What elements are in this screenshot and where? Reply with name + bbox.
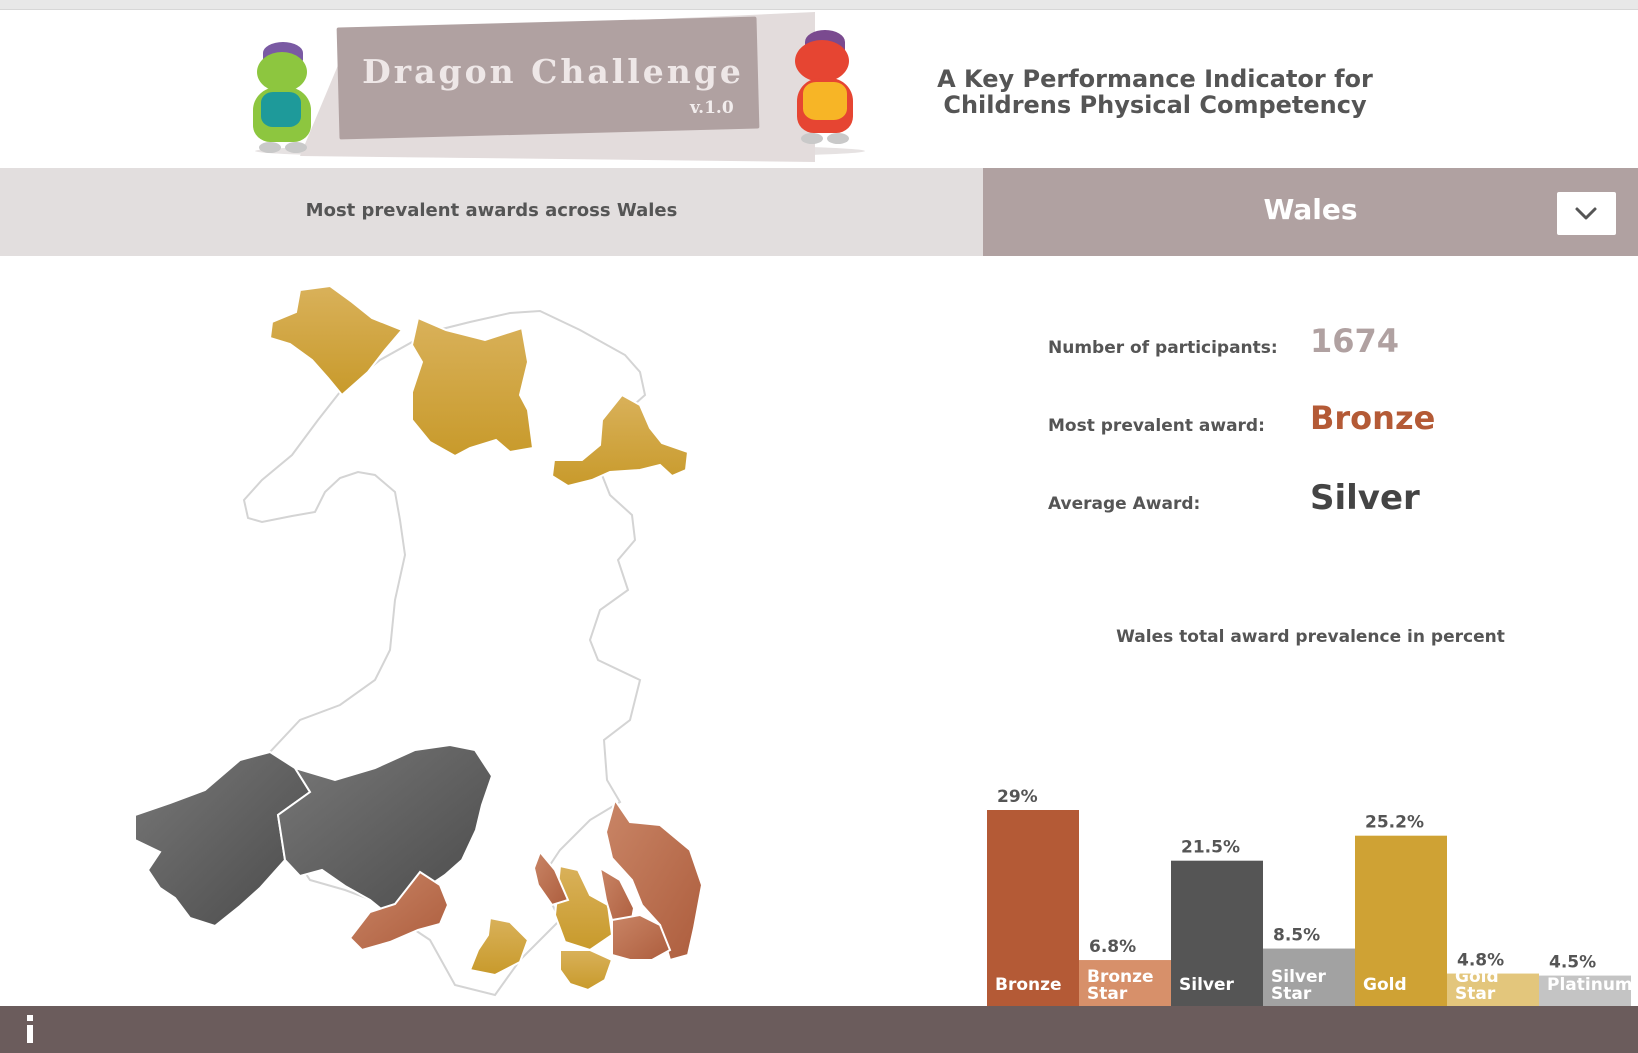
region-dropdown-button[interactable]	[1557, 192, 1616, 235]
bar-gold-star	[1447, 973, 1539, 1006]
bar-platinum	[1539, 975, 1631, 1006]
bar-category-label: Silver	[1179, 975, 1235, 995]
bar-value-label: 25.2%	[1365, 813, 1424, 833]
region-anglesey	[268, 284, 404, 397]
region-swansea	[348, 870, 450, 952]
average-award-label: Average Award:	[1048, 494, 1201, 514]
region-bridgend	[468, 916, 530, 977]
bar-silver-star	[1263, 948, 1355, 1006]
footer-bar	[0, 1006, 1638, 1053]
region-ceredigion-carmarthenshire	[276, 743, 494, 919]
region-newport-cardiff	[611, 913, 672, 961]
logo-title: Dragon Challenge	[362, 52, 744, 91]
selected-region-title[interactable]: Wales	[1263, 193, 1358, 226]
region-vale-of-glamorgan	[559, 949, 614, 992]
bar-value-label: 6.8%	[1089, 937, 1136, 957]
bar-value-label: 4.8%	[1457, 951, 1504, 971]
participants-value: 1674	[1310, 322, 1400, 360]
bar-category-label: Bronze Star	[1087, 967, 1154, 1004]
tagline: A Key Performance Indicator for Children…	[930, 66, 1380, 118]
region-pembrokeshire	[134, 750, 312, 928]
wales-map	[134, 284, 704, 997]
region-merthyr	[532, 850, 570, 907]
chart-title: Wales total award prevalence in percent	[1116, 627, 1505, 647]
red-dragon-mascot	[785, 30, 865, 150]
tagline-line-2: Childrens Physical Competency	[943, 91, 1367, 119]
map-panel-title: Most prevalent awards across Wales	[305, 200, 678, 221]
bar-value-label: 29%	[997, 787, 1038, 807]
bar-category-label: Platinum	[1547, 975, 1633, 995]
award-prevalence-chart: 29% Bronze 6.8% Bronze Star 21.5% Silver 8.5% Si…	[987, 787, 1633, 1006]
green-dragon-mascot	[245, 42, 320, 157]
info-icon	[27, 1015, 33, 1043]
dragon-challenge-logo: Dragon Challenge v.1.0	[245, 12, 870, 162]
bar-category-label: Silver Star	[1271, 967, 1327, 1004]
bar-category-label: Gold Star	[1455, 967, 1499, 1004]
bar-value-label: 8.5%	[1273, 926, 1320, 946]
region-flintshire-wrexham	[550, 393, 690, 488]
map-panel-header	[0, 168, 983, 256]
logo-version: v.1.0	[690, 98, 734, 118]
region-selector-bar	[983, 168, 1638, 256]
bar-bronze	[987, 810, 1079, 1006]
region-conwy	[410, 316, 535, 458]
bar-category-label: Gold	[1363, 975, 1407, 995]
bar-category-label: Bronze	[995, 975, 1062, 995]
average-award-value: Silver	[1310, 478, 1420, 518]
browser-top-edge	[0, 0, 1638, 10]
prevalent-award-value: Bronze	[1310, 399, 1436, 437]
region-monmouthshire	[604, 797, 704, 962]
participants-label: Number of participants:	[1048, 338, 1278, 358]
chevron-down-icon	[1575, 207, 1597, 220]
bar-value-label: 4.5%	[1549, 953, 1596, 973]
bar-bronze-star	[1079, 960, 1171, 1006]
bar-value-label: 21.5%	[1181, 838, 1240, 858]
bar-gold	[1355, 835, 1447, 1006]
info-button[interactable]	[14, 1014, 44, 1046]
bar-silver	[1171, 860, 1263, 1006]
prevalent-award-label: Most prevalent award:	[1048, 416, 1265, 436]
tagline-line-1: A Key Performance Indicator for	[937, 65, 1373, 93]
